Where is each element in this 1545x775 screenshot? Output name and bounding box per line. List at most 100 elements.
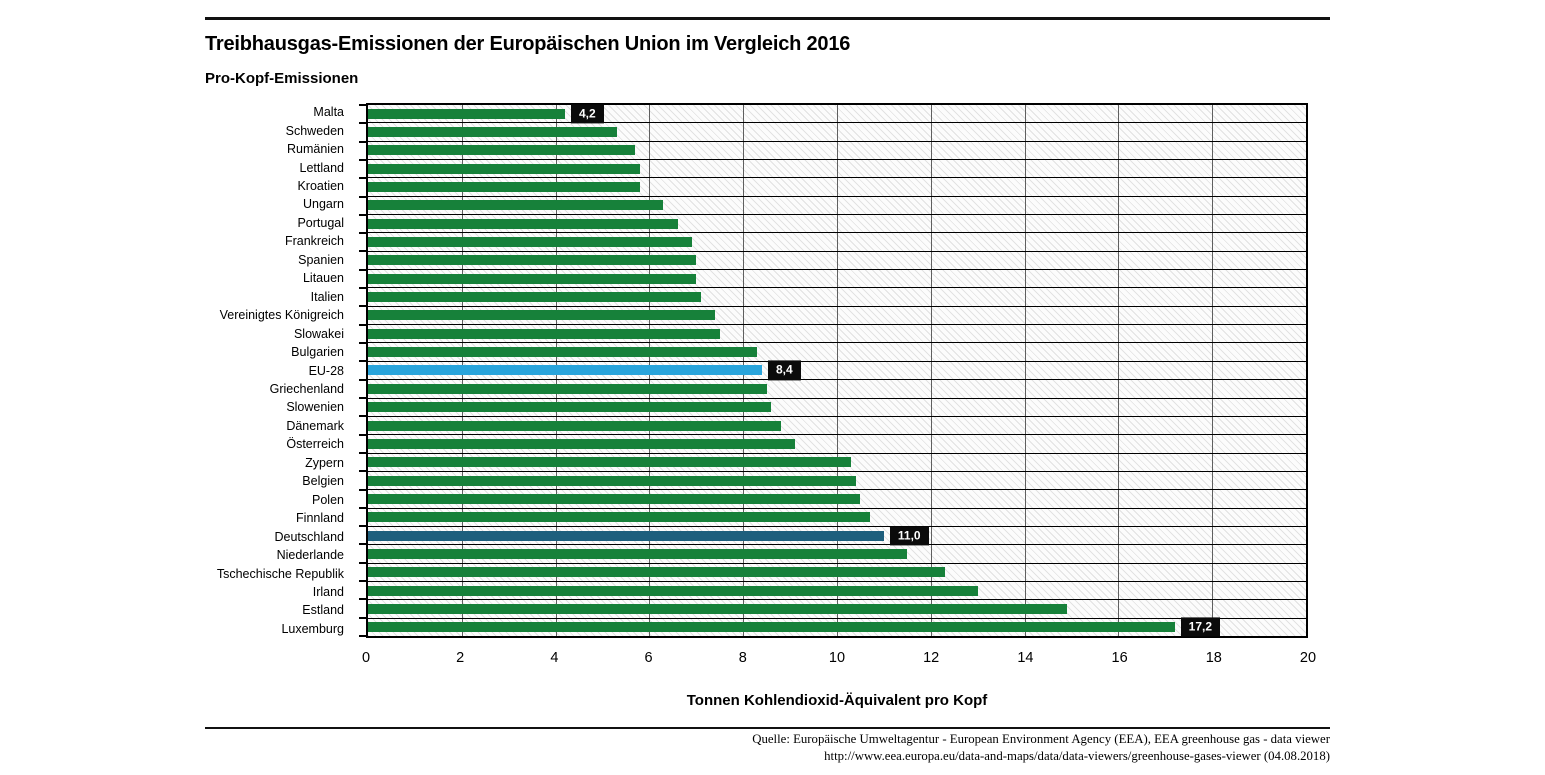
y-axis-tick [359,561,367,564]
y-axis-tick [359,433,367,436]
y-axis-tick [359,635,367,637]
bar-row [368,472,1306,491]
x-tick-label-18: 18 [1205,650,1222,666]
y-axis-tick [359,342,367,345]
bar-row: 11,0 [368,525,1306,546]
y-axis-tick [359,525,367,528]
footer-rule [205,727,1330,729]
y-axis-tick [359,323,367,326]
y-axis-tick [359,360,367,363]
bar-row [368,307,1306,326]
x-tick-label-12: 12 [923,650,940,666]
country-label: Schweden [285,123,344,138]
bar-slowenien [368,402,772,413]
y-axis-tick [359,488,367,491]
country-label: Vereinigtes Königreich [219,308,344,323]
country-label: Lettland [299,160,344,175]
bar-niederlande [368,548,908,559]
y-axis-tick [359,140,367,143]
y-axis-tick [359,616,367,619]
country-label: Italien [310,289,344,304]
y-axis-tick [359,287,367,290]
bar-litauen [368,273,697,284]
country-label: Niederlande [276,548,344,563]
bar-row: 8,4 [368,360,1306,381]
y-axis-tick [359,470,367,473]
bar-row: 17,2 [368,617,1306,637]
gridline-x-18 [1212,105,1214,636]
source-note: Quelle: Europäische Umweltagentur - Euro… [205,731,1330,764]
y-axis-tick [359,104,367,106]
bar-row [368,509,1306,527]
y-axis-tick [359,415,367,418]
source-line-2: http://www.eea.europa.eu/data-and-maps/d… [824,748,1330,763]
country-label: Litauen [302,271,344,286]
y-axis-tick [359,232,367,235]
bar-griechenland [368,383,767,394]
bar-slowakei [368,328,720,339]
bar-row [368,142,1306,161]
y-axis-tick [359,177,367,180]
bar-estland [368,603,1067,614]
y-axis-labels: Malta Schweden Rumänien Lettland Kroatien Ung… [0,103,355,638]
bar-row: 4,2 [368,104,1306,124]
country-label: Frankreich [284,234,344,249]
source-line-1: Quelle: Europäische Umweltagentur - Euro… [752,732,1330,746]
country-label: Luxemburg [281,621,344,636]
bar-d-nemark [368,420,781,431]
bar-row [368,380,1306,399]
bar-row [368,600,1306,619]
country-label: EU-28 [308,363,344,378]
chart-subtitle: Pro-Kopf-Emissionen [205,70,359,87]
plot-area: 4,2 8,4 11,0 17,2 [359,103,1308,638]
bar-spanien [368,255,697,266]
country-label: Belgien [302,474,344,489]
chart-title: Treibhausgas-Emissionen der Europäischen… [205,33,851,55]
gridline-x-10 [837,105,838,636]
y-axis-tick [359,158,367,161]
x-tick-label-8: 8 [738,650,747,666]
top-rule [205,17,1330,20]
bar-row [368,490,1306,509]
y-axis-tick [359,213,367,216]
y-axis-tick [359,580,367,583]
bar-malta [368,108,565,119]
x-tick-label-20: 20 [1299,650,1317,666]
country-label: Deutschland [274,529,345,544]
bar-row [368,545,1306,564]
gridline-x-16 [1118,105,1120,636]
country-label: Portugal [297,215,344,230]
x-tick-label-4: 4 [550,650,559,666]
bar-row [368,325,1306,344]
bar-row [368,288,1306,307]
x-tick-label-6: 6 [644,650,653,666]
x-tick-label-14: 14 [1017,650,1034,666]
bar-kroatien [368,182,641,193]
value-label: 17,2 [1180,617,1221,637]
country-label: Polen [312,492,344,507]
gridline-x-14 [1024,105,1026,636]
bar-bulgarien [368,347,758,358]
country-label: Griechenland [269,382,344,397]
country-label: Ungarn [303,197,344,212]
bar-row [368,435,1306,454]
country-label: Rumänien [287,142,344,157]
bar-row [368,197,1306,216]
country-label: Dänemark [286,418,344,433]
bar-eu-28 [368,365,762,376]
bar-row [368,233,1306,252]
country-label: Finnland [296,511,344,526]
y-axis-tick [359,195,367,198]
x-tick-label-10: 10 [828,650,846,666]
bar-zypern [368,457,852,468]
bar-row [368,454,1306,472]
bar-row [368,123,1306,142]
value-label: 8,4 [767,360,801,381]
bar-rum-nien [368,145,636,156]
bar-lettland [368,163,641,174]
country-label: Tschechische Republik [216,566,344,581]
bar-frankreich [368,237,692,248]
bar-italien [368,292,701,303]
bar-row [368,343,1306,362]
